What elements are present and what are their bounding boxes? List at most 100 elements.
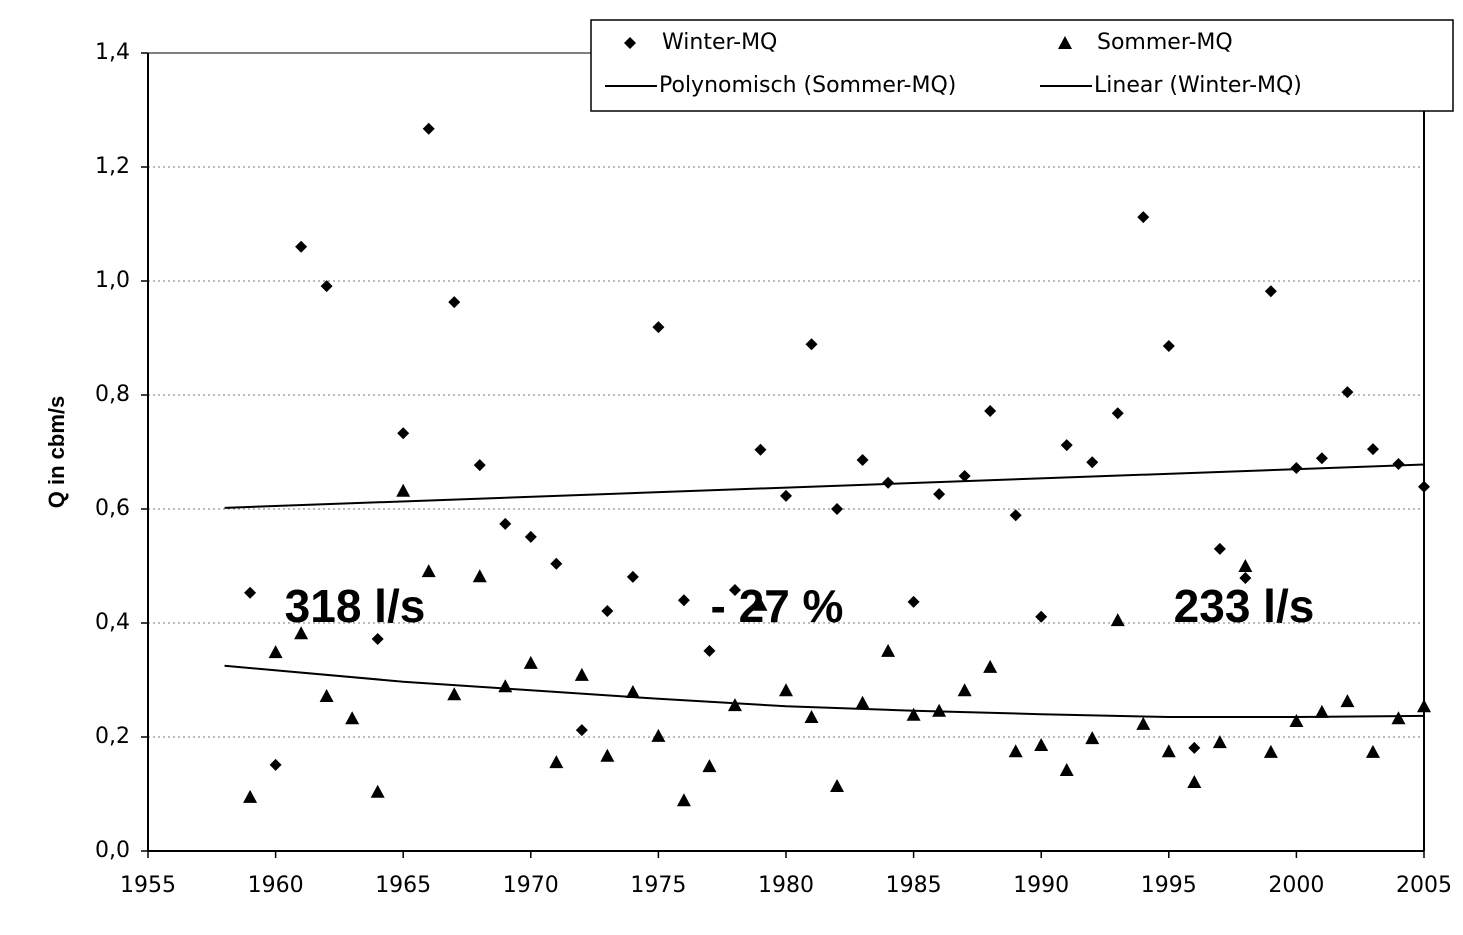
point bbox=[523, 655, 538, 669]
point bbox=[804, 710, 819, 724]
point bbox=[626, 570, 639, 583]
point bbox=[1111, 407, 1124, 420]
point bbox=[601, 605, 614, 618]
point bbox=[932, 703, 947, 717]
point bbox=[549, 755, 564, 769]
y-tick-label: 1,0 bbox=[95, 268, 130, 293]
point bbox=[397, 427, 410, 440]
y-tick-label: 0,2 bbox=[95, 724, 130, 749]
point bbox=[881, 643, 896, 657]
point bbox=[243, 789, 258, 803]
point bbox=[676, 793, 691, 807]
y-tick-label: 0,6 bbox=[95, 496, 130, 521]
x-tick-label: 2005 bbox=[1396, 873, 1452, 898]
point bbox=[1289, 714, 1304, 728]
point bbox=[779, 683, 793, 697]
point bbox=[1009, 509, 1022, 522]
point bbox=[882, 476, 895, 489]
annotation: 233 l/s bbox=[1174, 580, 1315, 632]
legend-label: Linear (Winter-MQ) bbox=[1094, 73, 1302, 98]
point bbox=[983, 659, 998, 673]
annotation: - 27 % bbox=[711, 580, 844, 632]
point bbox=[1365, 744, 1380, 758]
legend-marker bbox=[1058, 36, 1072, 49]
point bbox=[831, 503, 844, 515]
x-tick-label: 2000 bbox=[1268, 873, 1324, 898]
point bbox=[345, 711, 360, 725]
point bbox=[1161, 744, 1176, 758]
point bbox=[268, 645, 283, 659]
point bbox=[1264, 285, 1277, 298]
trend-line bbox=[224, 463, 1425, 509]
point bbox=[499, 517, 512, 530]
legend-label: Winter-MQ bbox=[662, 30, 777, 55]
point bbox=[550, 557, 563, 570]
y-tick-label: 1,4 bbox=[95, 40, 130, 65]
annotation: 318 l/s bbox=[285, 580, 426, 632]
point bbox=[294, 626, 309, 640]
point bbox=[830, 779, 845, 793]
y-tick-label: 0,4 bbox=[95, 610, 130, 635]
point bbox=[1263, 744, 1278, 758]
point bbox=[1187, 775, 1202, 789]
point bbox=[1213, 542, 1226, 555]
point bbox=[1238, 559, 1253, 572]
point bbox=[677, 594, 690, 607]
point bbox=[625, 684, 640, 698]
point bbox=[1366, 443, 1379, 456]
point bbox=[448, 296, 461, 309]
point bbox=[422, 122, 435, 135]
x-tick-label: 1965 bbox=[375, 873, 431, 898]
point bbox=[1085, 731, 1100, 745]
point bbox=[702, 759, 717, 773]
point bbox=[600, 748, 615, 762]
point bbox=[907, 595, 920, 608]
point bbox=[1008, 744, 1023, 758]
point bbox=[498, 679, 513, 693]
point bbox=[1110, 613, 1125, 627]
point bbox=[574, 667, 589, 681]
point bbox=[805, 338, 818, 351]
point bbox=[320, 280, 333, 293]
point bbox=[1340, 694, 1355, 708]
point bbox=[1060, 439, 1073, 452]
point bbox=[753, 597, 768, 611]
legend-box bbox=[590, 19, 1454, 112]
point bbox=[1136, 716, 1151, 730]
point bbox=[1315, 452, 1328, 465]
point bbox=[856, 453, 869, 466]
point bbox=[933, 488, 946, 501]
y-tick-label: 0,0 bbox=[95, 838, 130, 863]
legend-label: Polynomisch (Sommer-MQ) bbox=[659, 73, 956, 98]
point bbox=[1212, 735, 1227, 749]
point bbox=[1162, 339, 1175, 352]
point bbox=[958, 469, 971, 482]
x-tick-label: 1970 bbox=[503, 873, 559, 898]
legend-label: Sommer-MQ bbox=[1097, 30, 1233, 55]
point bbox=[1035, 610, 1048, 623]
point bbox=[855, 695, 870, 709]
point bbox=[1314, 704, 1329, 718]
point bbox=[906, 707, 921, 721]
x-tick-label: 1955 bbox=[120, 873, 176, 898]
point bbox=[1392, 457, 1405, 470]
point bbox=[269, 758, 282, 771]
point bbox=[371, 632, 384, 645]
y-tick-label: 0,8 bbox=[95, 382, 130, 407]
point bbox=[652, 321, 665, 334]
point bbox=[447, 687, 462, 701]
x-tick-label: 1995 bbox=[1141, 873, 1197, 898]
y-tick-label: 1,2 bbox=[95, 154, 130, 179]
point bbox=[295, 240, 308, 253]
point bbox=[473, 459, 486, 472]
point bbox=[1059, 763, 1074, 777]
point bbox=[957, 683, 972, 697]
point bbox=[1034, 737, 1049, 751]
point bbox=[1086, 456, 1099, 469]
point bbox=[1391, 711, 1406, 725]
point bbox=[1418, 480, 1430, 493]
point bbox=[319, 688, 334, 702]
x-tick-label: 1960 bbox=[248, 873, 304, 898]
point bbox=[1290, 461, 1303, 474]
x-tick-label: 1985 bbox=[886, 873, 942, 898]
